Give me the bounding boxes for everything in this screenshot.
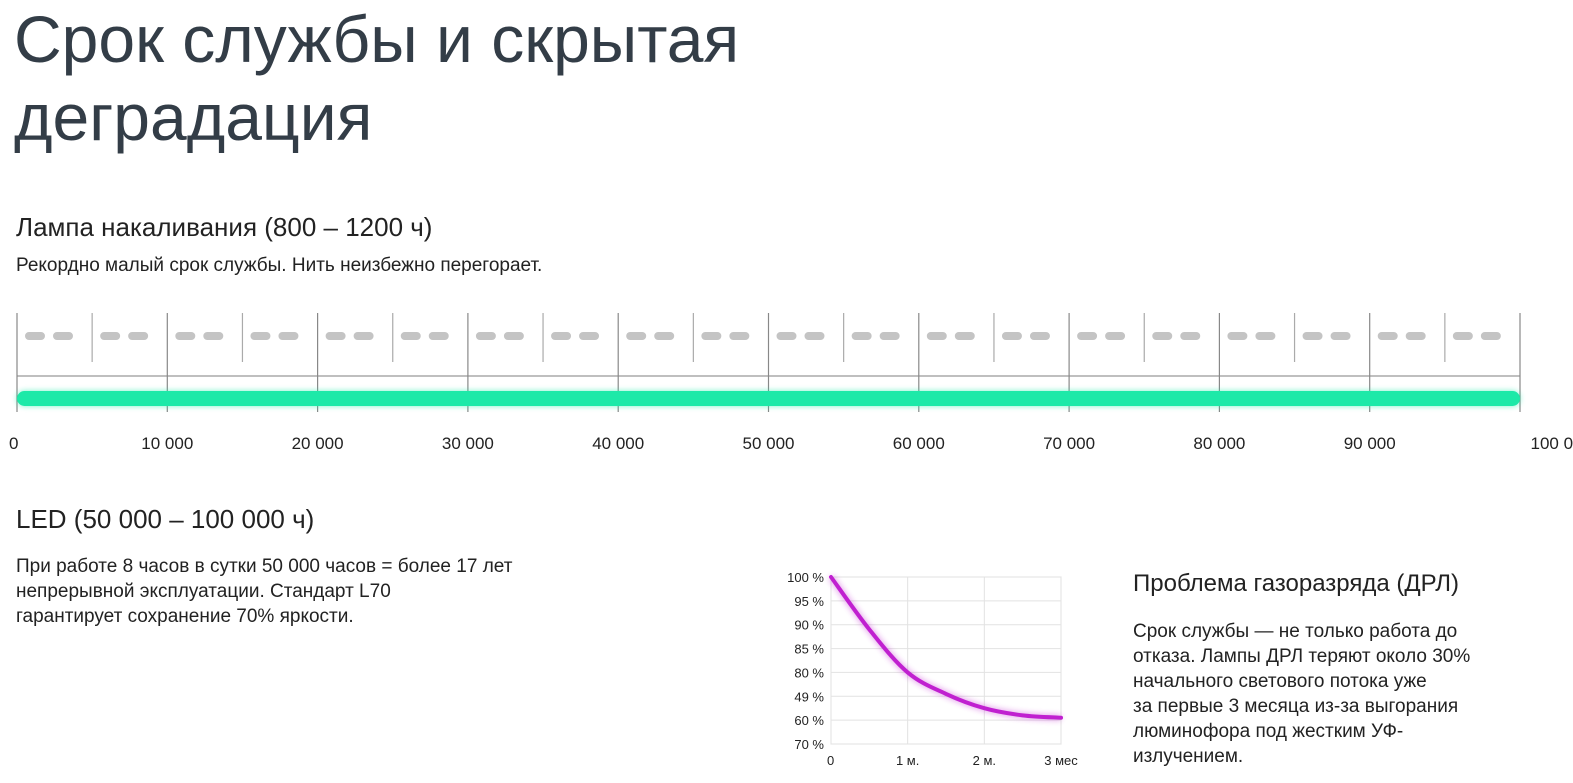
x-tick-label: 90 000 bbox=[1344, 434, 1396, 453]
x-tick-label: 0 bbox=[827, 753, 834, 768]
x-tick-label: 2 м. bbox=[973, 753, 996, 768]
section-text: излучением. bbox=[1133, 746, 1243, 767]
section-text: люминофора под жестким УФ- bbox=[1133, 721, 1403, 742]
y-tick-label: 85 % bbox=[794, 642, 824, 657]
section-text: При работе 8 часов в сутки 50 000 часов … bbox=[16, 556, 513, 577]
x-tick-label: 60 000 bbox=[893, 434, 945, 453]
y-tick-label: 60 % bbox=[794, 713, 824, 728]
y-tick-label: 80 % bbox=[794, 665, 824, 680]
title-line: деградация bbox=[14, 80, 372, 154]
section-text: начального светового потока уже bbox=[1133, 671, 1427, 692]
x-tick-label: 10 000 bbox=[141, 434, 193, 453]
x-tick-label: 3 мес bbox=[1044, 753, 1078, 768]
title-line: Срок службы и скрытая bbox=[14, 2, 739, 76]
y-tick-label: 49 % bbox=[794, 689, 824, 704]
x-tick-label: 0 bbox=[9, 434, 18, 453]
x-tick-label: 30 000 bbox=[442, 434, 494, 453]
section-heading: Проблема газоразряда (ДРЛ) bbox=[1133, 570, 1459, 597]
plot-frame bbox=[830, 576, 1062, 745]
section-heading: LED (50 000 – 100 000 ч) bbox=[16, 504, 314, 534]
line bbox=[829, 575, 1063, 720]
section-text: гарантирует сохранение 70% яркости. bbox=[16, 606, 354, 627]
section-text: Рекордно малый срок службы. Нить неизбеж… bbox=[16, 255, 542, 276]
x-tick-label: 80 000 bbox=[1193, 434, 1245, 453]
section-text: за первые 3 месяца из-за выгорания bbox=[1133, 696, 1458, 717]
x-tick-label: 50 000 bbox=[743, 434, 795, 453]
y-tick-label: 70 % bbox=[794, 737, 824, 752]
section-text: непрерывной эксплуатации. Стандарт L70 bbox=[16, 581, 391, 602]
bar bbox=[17, 391, 1520, 406]
y-tick-label: 90 % bbox=[794, 618, 824, 633]
section-text: отказа. Лампы ДРЛ теряют около 30% bbox=[1133, 646, 1470, 667]
y-tick-label: 100 % bbox=[787, 570, 824, 585]
y-tick-label: 95 % bbox=[794, 594, 824, 609]
section-text: Срок службы — не только работа до bbox=[1133, 621, 1457, 642]
x-tick-label: 1 м. bbox=[896, 753, 919, 768]
x-tick-label: 100 000 ч bbox=[1530, 434, 1573, 453]
x-tick-label: 20 000 bbox=[292, 434, 344, 453]
x-tick-label: 70 000 bbox=[1043, 434, 1095, 453]
x-tick-label: 40 000 bbox=[592, 434, 644, 453]
section-heading: Лампа накаливания (800 – 1200 ч) bbox=[16, 212, 432, 242]
